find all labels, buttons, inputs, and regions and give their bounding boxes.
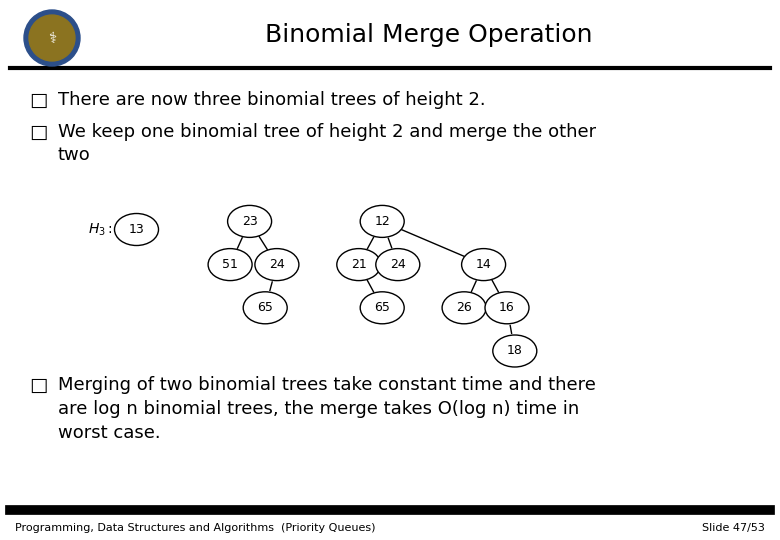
Ellipse shape (442, 292, 486, 324)
Text: 21: 21 (351, 258, 367, 271)
Text: ⚕: ⚕ (48, 30, 56, 45)
Text: two: two (58, 146, 90, 164)
Circle shape (24, 10, 80, 66)
Text: □: □ (29, 123, 47, 141)
Ellipse shape (360, 205, 404, 238)
Text: 26: 26 (456, 301, 472, 314)
Ellipse shape (115, 213, 158, 246)
Text: are log n binomial trees, the merge takes O(log n) time in: are log n binomial trees, the merge take… (58, 400, 580, 418)
Text: There are now three binomial trees of height 2.: There are now three binomial trees of he… (58, 91, 486, 109)
Text: Slide 47/53: Slide 47/53 (702, 523, 765, 533)
Text: 18: 18 (507, 345, 523, 357)
Ellipse shape (360, 292, 404, 324)
Ellipse shape (255, 248, 299, 281)
Text: 24: 24 (269, 258, 285, 271)
Text: Binomial Merge Operation: Binomial Merge Operation (265, 23, 593, 47)
Circle shape (29, 15, 75, 61)
Ellipse shape (493, 335, 537, 367)
Text: 13: 13 (129, 223, 144, 236)
Text: Programming, Data Structures and Algorithms  (Priority Queues): Programming, Data Structures and Algorit… (15, 523, 375, 533)
Text: 51: 51 (222, 258, 238, 271)
Text: worst case.: worst case. (58, 424, 161, 442)
Ellipse shape (208, 248, 252, 281)
Text: 14: 14 (476, 258, 491, 271)
Text: □: □ (29, 375, 47, 395)
Ellipse shape (376, 248, 420, 281)
Ellipse shape (462, 248, 505, 281)
Ellipse shape (337, 248, 381, 281)
Text: Merging of two binomial trees take constant time and there: Merging of two binomial trees take const… (58, 376, 596, 394)
Text: □: □ (29, 91, 47, 110)
Text: 12: 12 (374, 215, 390, 228)
Ellipse shape (243, 292, 287, 324)
Text: 23: 23 (242, 215, 257, 228)
Ellipse shape (485, 292, 529, 324)
Text: 65: 65 (374, 301, 390, 314)
Text: We keep one binomial tree of height 2 and merge the other: We keep one binomial tree of height 2 an… (58, 123, 596, 141)
Text: 24: 24 (390, 258, 406, 271)
Text: $H_3:$: $H_3:$ (88, 221, 113, 238)
Text: 16: 16 (499, 301, 515, 314)
Text: 65: 65 (257, 301, 273, 314)
Ellipse shape (228, 205, 271, 238)
